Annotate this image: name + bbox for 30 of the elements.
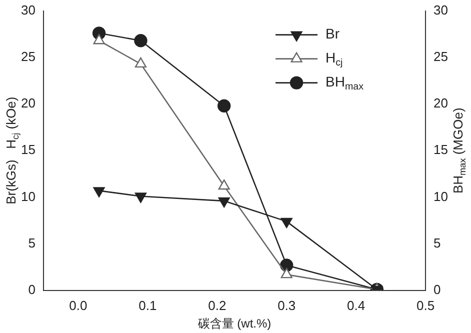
y2-tick-label: 25: [434, 48, 448, 64]
y-axis-title: Br(kGs) Hcj (kOe): [4, 96, 20, 204]
point: [218, 179, 230, 190]
x-tick-label: 0.5: [416, 298, 435, 313]
point: [217, 99, 231, 112]
y-tick-label: 15: [20, 142, 36, 158]
x-tick-label: 0.4: [347, 298, 366, 313]
point: [93, 34, 105, 44]
y-tick-label: 5: [28, 235, 36, 250]
y2-tick-label: 10: [434, 188, 448, 204]
x-tick-label: 0.3: [278, 298, 296, 313]
y2-tick-label: 0: [434, 282, 441, 297]
x-axis-title: 碳含量 (wt.%): [196, 316, 272, 330]
y2-tick-label: 15: [434, 142, 448, 158]
y2-tick-label: 20: [434, 96, 448, 111]
y-tick-label: 0: [28, 282, 36, 297]
x-tick-label: 0.1: [138, 298, 157, 313]
x-tick-label: 0.2: [208, 298, 226, 313]
point: [280, 268, 292, 278]
y2-axis-title: BHmax (MGOe): [450, 108, 468, 194]
y-tick-label: 20: [20, 96, 36, 111]
y2-tick-label: 30: [434, 2, 448, 18]
y-tick-label: 30: [20, 2, 36, 18]
legend-label: Br: [326, 26, 340, 42]
y2-tick-label: 5: [434, 235, 441, 250]
point: [134, 34, 148, 48]
y-tick-label: 25: [20, 48, 36, 64]
y-tick-label: 10: [20, 188, 36, 204]
x-tick-label: 0.0: [69, 298, 88, 313]
point: [134, 57, 147, 68]
